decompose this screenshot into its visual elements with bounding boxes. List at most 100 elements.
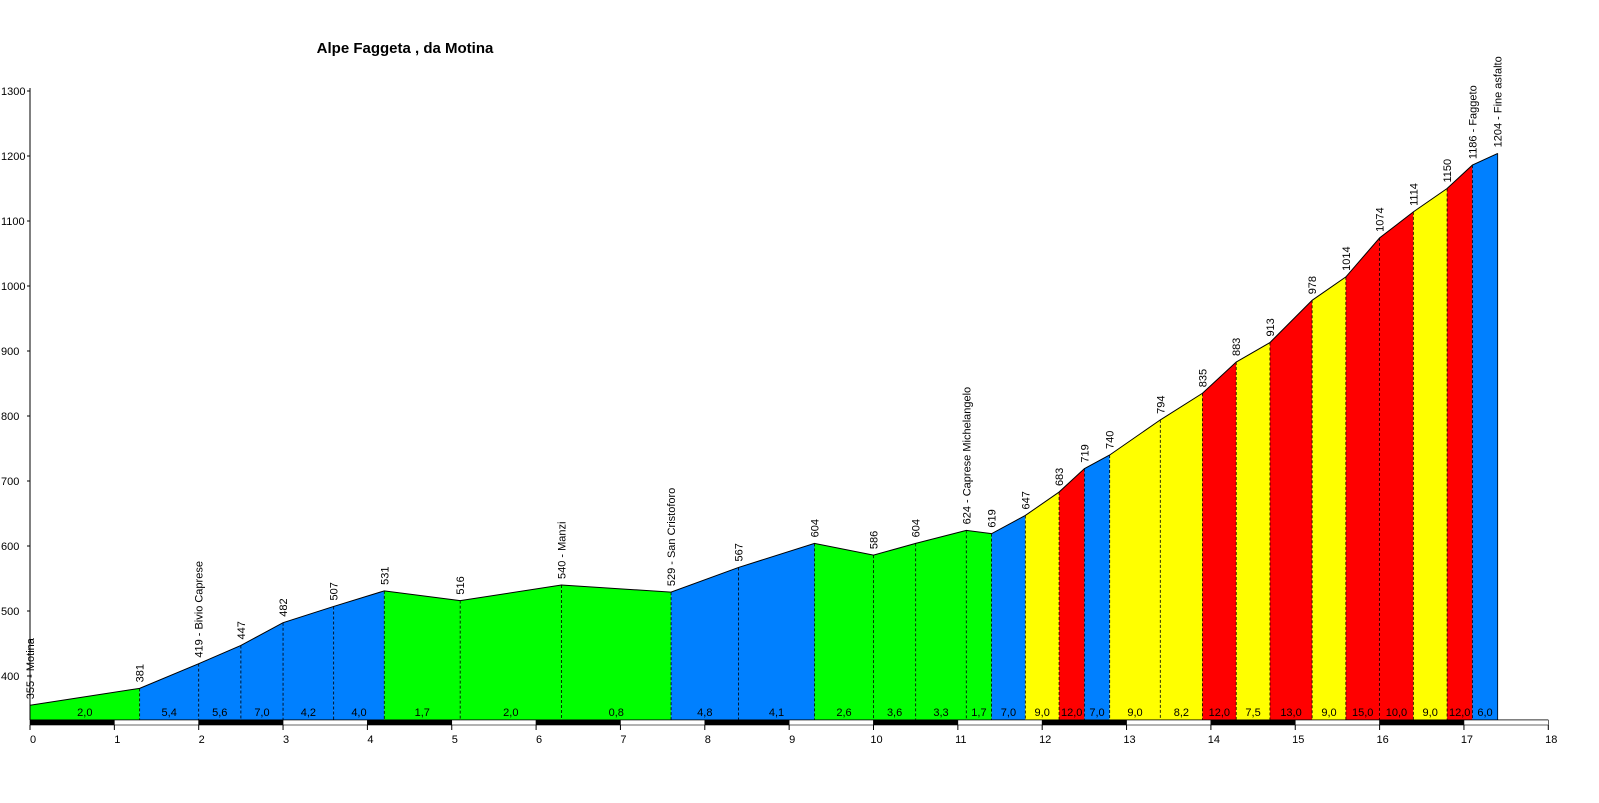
altitude-labels: 355 - Motina 381 419 - Bivio Caprese 447 482… xyxy=(25,56,1505,699)
scale-bar-segment xyxy=(451,719,537,726)
scale-bar-segment xyxy=(114,719,199,726)
altitude-label: 740 xyxy=(1105,431,1117,449)
x-tick-label: 10 xyxy=(870,734,882,746)
profile-segment xyxy=(561,585,672,720)
x-tick-label: 14 xyxy=(1208,734,1220,746)
profile-segment xyxy=(1447,165,1473,721)
x-tick-label: 17 xyxy=(1461,734,1473,746)
scale-bar-segment xyxy=(282,719,368,726)
altitude-label: 719 xyxy=(1079,444,1091,462)
altitude-label: 540 - Manzi xyxy=(556,522,568,579)
y-axis: 400 500 600 700 800 900 1000 1100 1200 1300 xyxy=(1,86,31,720)
scale-bar-segment xyxy=(1294,719,1380,726)
profile-segment xyxy=(1202,362,1237,720)
grade-label: 5,6 xyxy=(212,707,227,719)
grade-label: 1,7 xyxy=(415,707,430,719)
scale-bar-segment xyxy=(1463,719,1549,726)
profile-segments xyxy=(30,153,1498,721)
chart-title: Alpe Faggeta , da Motina xyxy=(317,40,494,57)
altitude-label: 794 xyxy=(1155,396,1167,414)
profile-segment xyxy=(198,645,241,720)
profile-segment xyxy=(915,530,967,720)
scale-bar-segment xyxy=(873,719,959,726)
grade-label: 8,2 xyxy=(1174,707,1189,719)
profile-segment xyxy=(1236,342,1270,720)
altitude-label: 1186 - Faggeto xyxy=(1467,85,1479,159)
scale-bar-segment xyxy=(29,719,115,726)
grade-label: 2,0 xyxy=(77,707,92,719)
profile-segment xyxy=(1059,468,1085,720)
y-tick-label: 700 xyxy=(1,476,19,488)
x-tick-label: 13 xyxy=(1123,734,1135,746)
profile-outline xyxy=(29,152,1499,720)
altitude-label: 381 xyxy=(135,664,147,682)
profile-segment xyxy=(139,663,199,720)
altitude-label: 683 xyxy=(1054,468,1066,486)
grade-label: 2,0 xyxy=(503,707,518,719)
altitude-label: 1204 - Fine asfalto xyxy=(1493,56,1505,147)
y-tick-label: 1200 xyxy=(1,151,25,163)
grade-label: 9,0 xyxy=(1127,707,1142,719)
profile-segment xyxy=(1379,211,1414,720)
scale-bar-segment xyxy=(367,719,453,726)
altitude-label: 1014 xyxy=(1341,246,1353,270)
x-tick-label: 2 xyxy=(199,734,205,746)
y-tick-label: 800 xyxy=(1,411,19,423)
altitude-label: 567 xyxy=(734,543,746,561)
x-tick-label: 8 xyxy=(705,734,711,746)
segment-dividers xyxy=(139,165,1473,720)
altitude-label: 883 xyxy=(1231,338,1243,356)
altitude-label: 447 xyxy=(236,621,248,639)
y-tick-label: 600 xyxy=(1,541,19,553)
profile-segment xyxy=(1312,276,1346,720)
scale-bar-segment xyxy=(1379,719,1465,726)
x-tick-label: 4 xyxy=(367,734,373,746)
altitude-label: 647 xyxy=(1020,491,1032,509)
y-tick-label: 500 xyxy=(1,606,19,618)
grade-label: 3,6 xyxy=(887,707,902,719)
grade-label: 12,0 xyxy=(1061,707,1082,719)
profile-segment xyxy=(240,622,284,720)
x-tick-label: 6 xyxy=(536,734,542,746)
altitude-label: 355 - Motina xyxy=(25,637,37,699)
profile-segment xyxy=(1109,419,1161,720)
x-tick-label: 16 xyxy=(1376,734,1388,746)
scale-bar-segment xyxy=(1041,719,1127,726)
grade-label: 4,2 xyxy=(301,707,316,719)
altitude-label: 419 - Bivio Caprese xyxy=(194,561,206,658)
grade-labels: 2,0 5,4 5,6 7,0 4,2 4,0 1,7 2,0 0,8 4,8 4,1 2,6 3,6 3… xyxy=(77,707,1493,719)
x-tick-label: 18 xyxy=(1545,734,1557,746)
y-tick-label: 900 xyxy=(1,346,19,358)
altitude-label: 586 xyxy=(869,531,881,549)
x-tick-label: 5 xyxy=(452,734,458,746)
profile-segment xyxy=(966,530,992,720)
profile-segment xyxy=(1413,188,1448,720)
altitude-label: 835 xyxy=(1197,369,1209,387)
profile-segment xyxy=(333,590,385,720)
scale-bar-segment xyxy=(1210,719,1296,726)
x-tick-label: 9 xyxy=(789,734,795,746)
grade-label: 7,0 xyxy=(1089,707,1104,719)
scale-bar-segment xyxy=(1126,719,1212,726)
x-tick-label: 3 xyxy=(283,734,289,746)
grade-label: 13,0 xyxy=(1280,707,1301,719)
profile-segment xyxy=(1025,492,1060,720)
altitude-label: 1114 xyxy=(1408,183,1420,206)
grade-label: 12,0 xyxy=(1449,707,1470,719)
profile-line xyxy=(29,152,1498,706)
altitude-label: 978 xyxy=(1307,276,1319,294)
grade-label: 9,0 xyxy=(1321,707,1336,719)
grade-label: 15,0 xyxy=(1352,707,1373,719)
scale-bar-segment xyxy=(788,719,874,726)
y-tick-label: 1300 xyxy=(1,86,25,98)
profile-segment xyxy=(30,688,140,720)
scale-bar-segment xyxy=(198,719,284,726)
profile-segment xyxy=(1084,455,1110,720)
scale-bar-segment xyxy=(957,719,1043,726)
profile-segment xyxy=(1345,237,1380,720)
grade-label: 6,0 xyxy=(1477,707,1492,719)
altitude-label: 516 xyxy=(455,576,467,594)
x-axis: 0 1 2 3 4 5 6 7 8 9 10 11 12 13 14 15 16 17 18 xyxy=(29,719,1557,746)
scale-bar-segment xyxy=(704,719,790,726)
